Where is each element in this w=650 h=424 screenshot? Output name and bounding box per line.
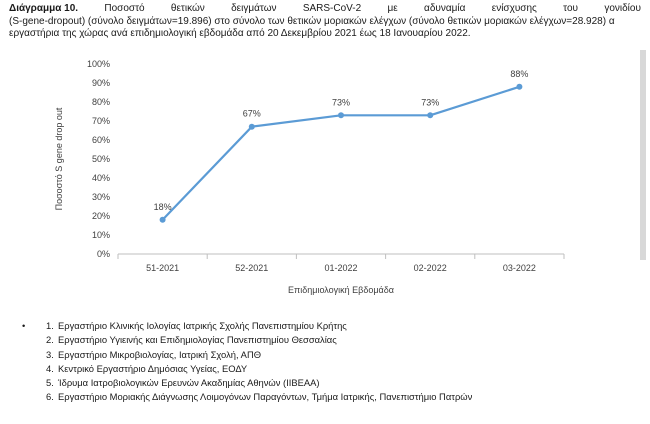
bullet-icon: • (22, 320, 26, 331)
x-axis: 51-2021 52-2021 01-2022 02-2022 03-2022 (117, 253, 565, 273)
x-tick-label: 01-2022 (324, 263, 357, 273)
caption-label: Διάγραμμα 10. (9, 3, 79, 14)
y-axis: 0% 10% 20% 30% 40% 50% 60% 70% 80% 90% 100% (87, 59, 110, 259)
list-text: Ίδρυμα Ιατροβιολογικών Ερευνών Ακαδημίας… (58, 377, 320, 389)
line-chart: 0% 10% 20% 30% 40% 50% 60% 70% 80% 90% 100% 51-202… (54, 59, 565, 295)
caption-word: με (387, 3, 398, 14)
list-number: 5. (46, 377, 54, 389)
y-axis-label: Ποσοστό S gene drop out (54, 107, 64, 210)
y-tick-label: 0% (97, 249, 110, 259)
data-label: 73% (421, 97, 439, 107)
list-number: 2. (46, 334, 54, 346)
x-tick-label: 51-2021 (146, 263, 179, 273)
y-tick-label: 80% (92, 97, 110, 107)
caption-line-1: Διάγραμμα 10. Ποσοστό θετικών δειγμάτων … (9, 3, 641, 16)
data-point (159, 216, 166, 223)
x-tick-label: 03-2022 (503, 263, 536, 273)
caption-word: ενίσχυσης (491, 3, 537, 14)
data-point (516, 83, 523, 90)
caption-line-2: (S-gene-dropout) (σύνολο δειγμάτων=19.89… (9, 15, 615, 27)
x-axis-label: Επιδημιολογική Εβδομάδα (288, 285, 394, 295)
y-tick-label: 30% (92, 192, 110, 202)
caption-word: Ποσοστό (104, 3, 145, 14)
list-text: Εργαστήριο Μοριακής Διάγνωσης Λοιμογόνων… (58, 391, 473, 403)
y-tick-label: 70% (92, 116, 110, 126)
list-item: 2. Εργαστήριο Υγιεινής και Επιδημιολογίας… (22, 333, 472, 347)
list-number: 6. (46, 391, 54, 403)
y-tick-label: 100% (87, 59, 110, 69)
data-label: 67% (243, 109, 261, 119)
y-tick-label: 60% (92, 135, 110, 145)
list-item: 5. Ίδρυμα Ιατροβιολογικών Ερευνών Ακαδημί… (22, 376, 472, 390)
data-point (248, 123, 255, 130)
caption-word: SARS-CoV-2 (302, 3, 362, 14)
page-edge-bar (640, 50, 646, 260)
caption-word: του (563, 3, 579, 14)
data-label: 73% (332, 97, 350, 107)
data-label: 88% (510, 69, 528, 79)
list-number: 4. (46, 362, 54, 374)
list-text: Εργαστήριο Υγιεινής και Επιδημιολογίας Π… (58, 334, 337, 346)
y-tick-label: 90% (92, 78, 110, 88)
data-label: 18% (154, 202, 172, 212)
y-tick-label: 10% (92, 230, 110, 240)
laboratory-list: • 1. Εργαστήριο Κλινικής Ιολογίας Ιατρικής… (22, 319, 472, 405)
list-text: Εργαστήριο Κλινικής Ιολογίας Ιατρικής Σχ… (58, 320, 347, 331)
figure-caption: Διάγραμμα 10. Ποσοστό θετικών δειγμάτων … (9, 3, 641, 41)
caption-line-3: εργαστήρια της χώρας ανά επιδημιολογική … (9, 28, 471, 40)
caption-word: γονιδίου (604, 3, 641, 14)
chart-series: 18% 67% 73% 73% 88% (154, 69, 528, 223)
list-text: Κεντρικό Εργαστήριο Δημόσιας Υγείας, ΕΟΔ… (58, 362, 248, 374)
list-text: Εργαστήριο Μικροβιολογίας, Ιατρική Σχολή… (58, 348, 262, 360)
y-tick-label: 40% (92, 173, 110, 183)
data-point (338, 112, 344, 119)
caption-word: αδυναμία (424, 3, 466, 14)
y-tick-label: 20% (92, 211, 110, 221)
list-item: 3. Εργαστήριο Μικροβιολογίας, Ιατρική Σχο… (22, 348, 472, 362)
list-item: • 1. Εργαστήριο Κλινικής Ιολογίας Ιατρικής… (22, 319, 472, 333)
list-item: 6. Εργαστήριο Μοριακής Διάγνωσης Λοιμογόν… (22, 390, 472, 404)
data-point (427, 112, 434, 119)
list-number: 3. (46, 348, 54, 360)
list-number: 1. (46, 320, 54, 331)
caption-word: δειγμάτων (231, 3, 277, 14)
list-item: 4. Κεντρικό Εργαστήριο Δημόσιας Υγείας, Ε… (22, 362, 472, 376)
caption-word: θετικών (170, 3, 205, 14)
x-tick-label: 52-2021 (235, 263, 268, 273)
x-tick-label: 02-2022 (414, 263, 447, 273)
y-tick-label: 50% (92, 154, 110, 164)
